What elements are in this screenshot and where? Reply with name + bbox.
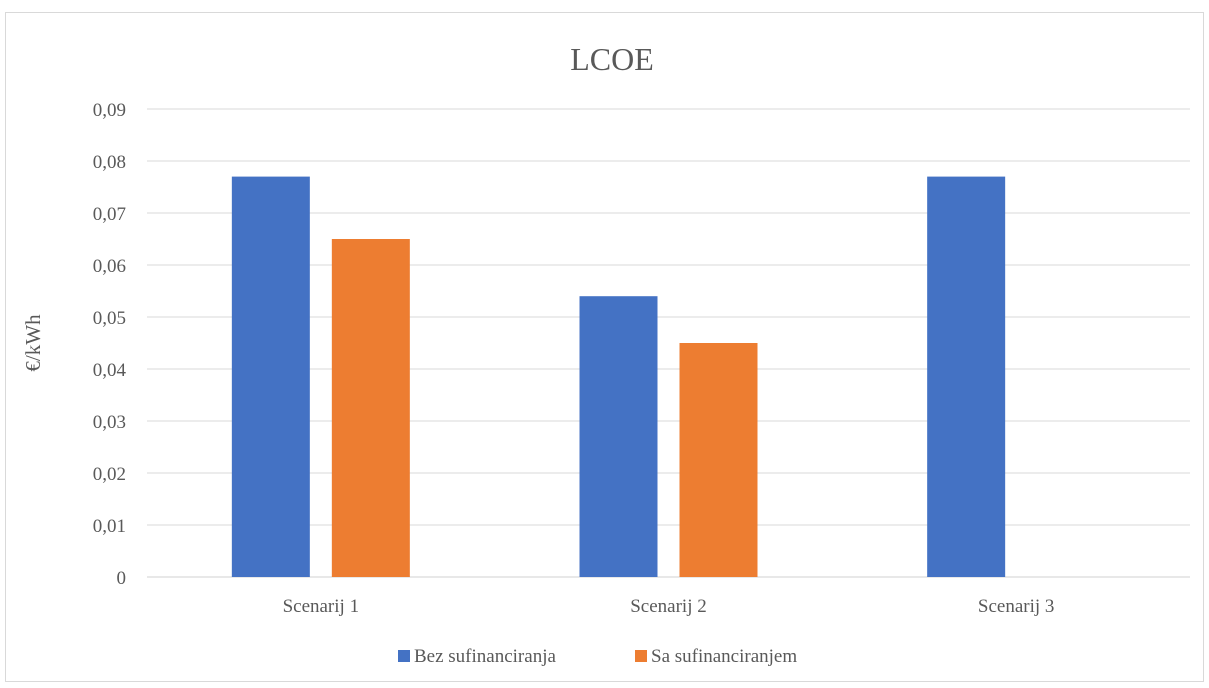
y-axis-ticks: 0 0,01 0,02 0,03 0,04 0,05 0,06 0,07 0,08 0,09 bbox=[93, 100, 127, 589]
x-axis-ticks: Scenarij 1 Scenarij 2 Scenarij 3 bbox=[283, 596, 1055, 617]
bar-bez-sufinanciranja-3 bbox=[927, 176, 1006, 577]
y-axis-title: €/kWh bbox=[21, 314, 45, 372]
y-tick-label: 0,02 bbox=[93, 464, 126, 485]
y-tick-label: 0,04 bbox=[93, 360, 127, 381]
gridlines bbox=[147, 108, 1190, 578]
y-tick-label: 0,01 bbox=[93, 516, 126, 537]
bars bbox=[231, 176, 1006, 577]
bar-bez-sufinanciranja-2 bbox=[579, 296, 658, 577]
legend-swatch bbox=[635, 650, 647, 662]
y-tick-label: 0,05 bbox=[93, 308, 126, 329]
legend-swatch bbox=[398, 650, 410, 662]
y-tick-label: 0,07 bbox=[93, 204, 126, 225]
chart-title: LCOE bbox=[570, 41, 654, 77]
bar-sa-sufinanciranjem-1 bbox=[331, 239, 410, 577]
x-tick-label: Scenarij 1 bbox=[283, 596, 360, 617]
legend: Bez sufinanciranja Sa sufinanciranjem bbox=[398, 646, 797, 667]
y-tick-label: 0 bbox=[117, 568, 127, 589]
y-tick-label: 0,09 bbox=[93, 100, 126, 121]
x-tick-label: Scenarij 3 bbox=[978, 596, 1055, 617]
x-tick-label: Scenarij 2 bbox=[630, 596, 707, 617]
bar-sa-sufinanciranjem-2 bbox=[679, 343, 758, 577]
legend-label: Bez sufinanciranja bbox=[414, 646, 556, 667]
bar-bez-sufinanciranja-1 bbox=[231, 176, 310, 577]
y-tick-label: 0,08 bbox=[93, 152, 126, 173]
legend-label: Sa sufinanciranjem bbox=[651, 646, 797, 667]
y-tick-label: 0,06 bbox=[93, 256, 126, 277]
y-tick-label: 0,03 bbox=[93, 412, 126, 433]
